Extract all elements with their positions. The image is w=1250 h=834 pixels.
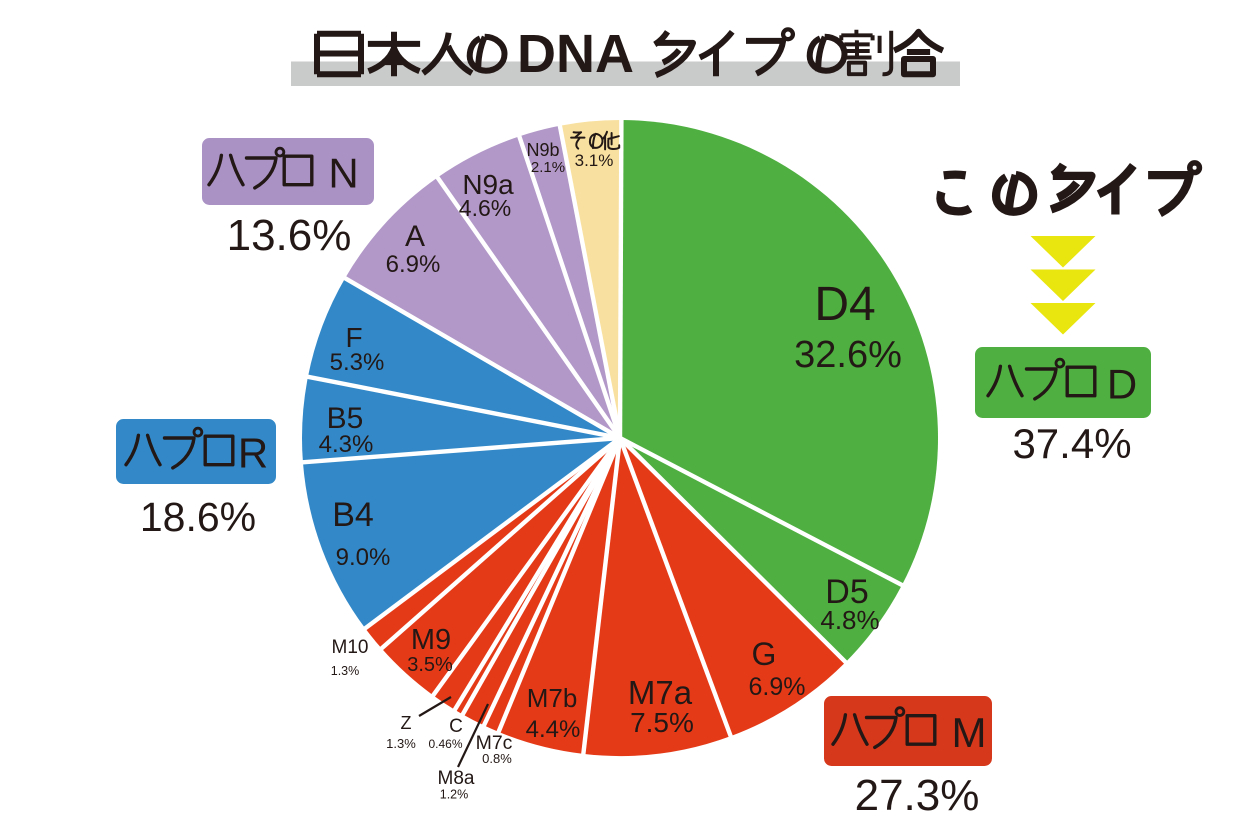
svg-text:5.3%: 5.3% [330, 349, 385, 376]
svg-text:M7b: M7b [527, 683, 578, 713]
svg-text:37.4%: 37.4% [1012, 420, 1131, 467]
svg-text:M: M [952, 709, 987, 756]
svg-text:4.6%: 4.6% [459, 195, 511, 221]
svg-text:N9a: N9a [462, 169, 514, 200]
svg-text:1.3%: 1.3% [386, 736, 416, 751]
svg-text:32.6%: 32.6% [794, 334, 902, 376]
svg-text:B4: B4 [332, 496, 374, 534]
svg-text:6.9%: 6.9% [386, 251, 441, 278]
svg-text:0.8%: 0.8% [482, 751, 512, 766]
svg-text:9.0%: 9.0% [336, 544, 391, 571]
svg-text:N: N [328, 150, 358, 197]
svg-text:1.2%: 1.2% [440, 788, 469, 802]
svg-text:3.1%: 3.1% [575, 151, 614, 170]
svg-text:C: C [449, 716, 463, 737]
svg-text:R: R [238, 430, 268, 477]
svg-text:D4: D4 [814, 278, 875, 331]
svg-text:27.3%: 27.3% [855, 771, 980, 820]
svg-text:4.4%: 4.4% [526, 716, 581, 743]
svg-text:D: D [1107, 361, 1137, 408]
svg-text:D5: D5 [825, 573, 868, 611]
svg-text:4.3%: 4.3% [319, 431, 374, 458]
svg-text:18.6%: 18.6% [140, 494, 256, 540]
svg-text:A: A [405, 220, 425, 253]
svg-text:Z: Z [401, 713, 412, 733]
svg-text:2.1%: 2.1% [531, 159, 565, 176]
svg-text:M7a: M7a [628, 674, 693, 711]
svg-text:M9: M9 [411, 624, 451, 656]
svg-text:B5: B5 [327, 402, 364, 435]
svg-text:G: G [752, 636, 777, 672]
svg-text:1.3%: 1.3% [331, 664, 360, 678]
svg-text:F: F [345, 322, 362, 353]
svg-text:N9b: N9b [526, 140, 559, 160]
svg-text:7.5%: 7.5% [630, 707, 694, 738]
svg-text:3.5%: 3.5% [407, 654, 453, 676]
svg-text:M8a: M8a [438, 768, 475, 789]
svg-text:DNA: DNA [517, 24, 634, 84]
svg-text:13.6%: 13.6% [227, 211, 352, 260]
svg-text:4.8%: 4.8% [820, 605, 879, 635]
svg-text:M7c: M7c [476, 732, 513, 754]
svg-text:0.46%: 0.46% [428, 737, 462, 751]
svg-text:M10: M10 [332, 637, 369, 658]
svg-text:6.9%: 6.9% [749, 673, 806, 701]
